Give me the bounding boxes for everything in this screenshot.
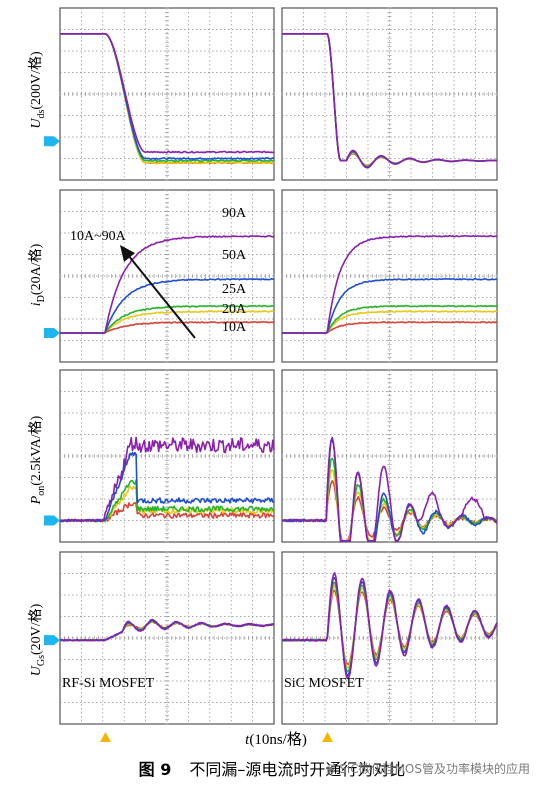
- watermark-text: SiC碳化硅MOS管及功率模块的应用: [339, 762, 530, 776]
- panel-1-left: [59, 7, 275, 181]
- ground-marker: [44, 136, 60, 147]
- trace-90a-left: [59, 618, 274, 642]
- trace-90a-left: [60, 32, 274, 154]
- label-90a: 90A: [222, 206, 247, 221]
- panel-grid: [44, 7, 498, 725]
- trace-90a-right: [281, 436, 498, 542]
- label-50a: 50A: [222, 248, 247, 263]
- panel-4-right: [281, 551, 498, 725]
- label-20a: 20A: [222, 302, 247, 317]
- label-range: 10A~90A: [70, 229, 127, 244]
- panel-3-right: [281, 369, 498, 543]
- ylabel-ugs: UGs(20V/格): [28, 603, 47, 676]
- watermark-icon: ❀: [325, 762, 340, 776]
- panel-2-left: [59, 189, 275, 363]
- panel-3-left: [59, 369, 275, 543]
- figure-caption: 图 9 不同漏–源电流时开通行为对比: [0, 756, 544, 780]
- panel-4-left: [59, 551, 275, 725]
- panel-label-right: SiC MOSFET: [284, 676, 364, 691]
- caption-number: 图 9: [138, 760, 172, 779]
- range-arrow: [120, 245, 196, 339]
- ground-marker: [44, 635, 60, 646]
- trace-90a-right: [281, 571, 498, 680]
- ground-marker: [44, 327, 60, 338]
- trigger-marker-left: [100, 732, 111, 742]
- label-25a: 25A: [222, 282, 247, 297]
- xlabel: t(10ns/格): [245, 731, 307, 748]
- trace-90a-left: [60, 235, 275, 334]
- label-10a: 10A: [222, 320, 247, 335]
- ylabel-pon: Pon(2.5kVA/格): [28, 415, 47, 505]
- panel-1-right: [281, 7, 498, 181]
- caption-text: 不同漏–源电流时开通行为对比: [189, 760, 406, 779]
- trace-90a-right: [282, 234, 498, 334]
- ylabel-id: iD(20A/格): [28, 243, 47, 306]
- panel-label-left: RF-Si MOSFET: [62, 676, 155, 691]
- trace-90a-right: [282, 32, 497, 169]
- ground-marker: [44, 515, 60, 526]
- ylabel-uds: Uds(200V/格): [28, 51, 47, 129]
- panel-2-right: [281, 189, 498, 363]
- trigger-marker-right: [322, 732, 333, 742]
- trace-50a-left: [59, 451, 275, 523]
- watermark: ❀ SiC碳化硅MOS管及功率模块的应用: [325, 760, 530, 777]
- trace-90a-left: [59, 436, 275, 523]
